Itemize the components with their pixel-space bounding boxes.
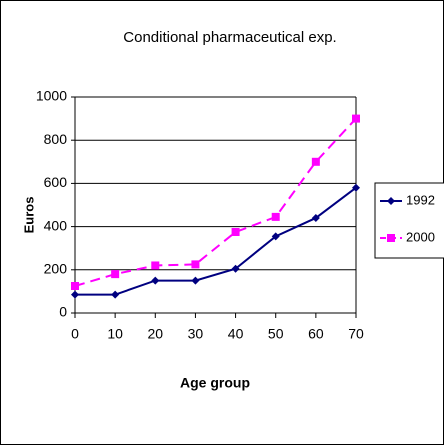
x-axis-label: Age group xyxy=(180,375,250,391)
y-tick-label: 600 xyxy=(44,174,68,190)
chart-title: Conditional pharmaceutical exp. xyxy=(123,29,336,46)
marker xyxy=(151,261,160,270)
x-tick-label: 20 xyxy=(147,326,163,342)
marker xyxy=(231,264,240,273)
marker xyxy=(191,276,200,285)
marker xyxy=(191,260,200,269)
x-tick-label: 10 xyxy=(107,326,123,342)
legend-label: 2000 xyxy=(406,229,435,244)
x-tick-label: 60 xyxy=(308,326,324,342)
legend-label: 1992 xyxy=(406,192,435,207)
series-line xyxy=(74,117,357,287)
x-tick-label: 50 xyxy=(268,326,284,342)
series-line xyxy=(75,186,357,296)
y-axis-label: Euros xyxy=(21,197,36,234)
marker xyxy=(352,183,360,192)
y-tick-label: 800 xyxy=(44,131,68,147)
marker xyxy=(151,276,160,285)
y-tick-label: 400 xyxy=(44,217,68,233)
marker xyxy=(231,228,240,236)
marker xyxy=(71,282,79,290)
marker xyxy=(352,114,360,123)
x-tick-label: 70 xyxy=(348,326,364,342)
marker xyxy=(111,290,120,299)
marker xyxy=(271,212,280,221)
legend-box xyxy=(374,182,444,259)
x-tick-label: 40 xyxy=(228,326,244,342)
x-tick-label: 30 xyxy=(188,326,204,342)
y-tick-label: 0 xyxy=(59,304,67,320)
y-tick-label: 200 xyxy=(44,261,68,277)
marker xyxy=(387,234,395,242)
marker xyxy=(71,290,79,299)
marker xyxy=(271,232,280,241)
y-tick-label: 1000 xyxy=(36,88,67,104)
marker xyxy=(311,157,320,166)
marker xyxy=(111,270,120,279)
marker xyxy=(311,213,320,222)
x-tick-label: 0 xyxy=(71,326,79,342)
marker xyxy=(387,197,395,205)
